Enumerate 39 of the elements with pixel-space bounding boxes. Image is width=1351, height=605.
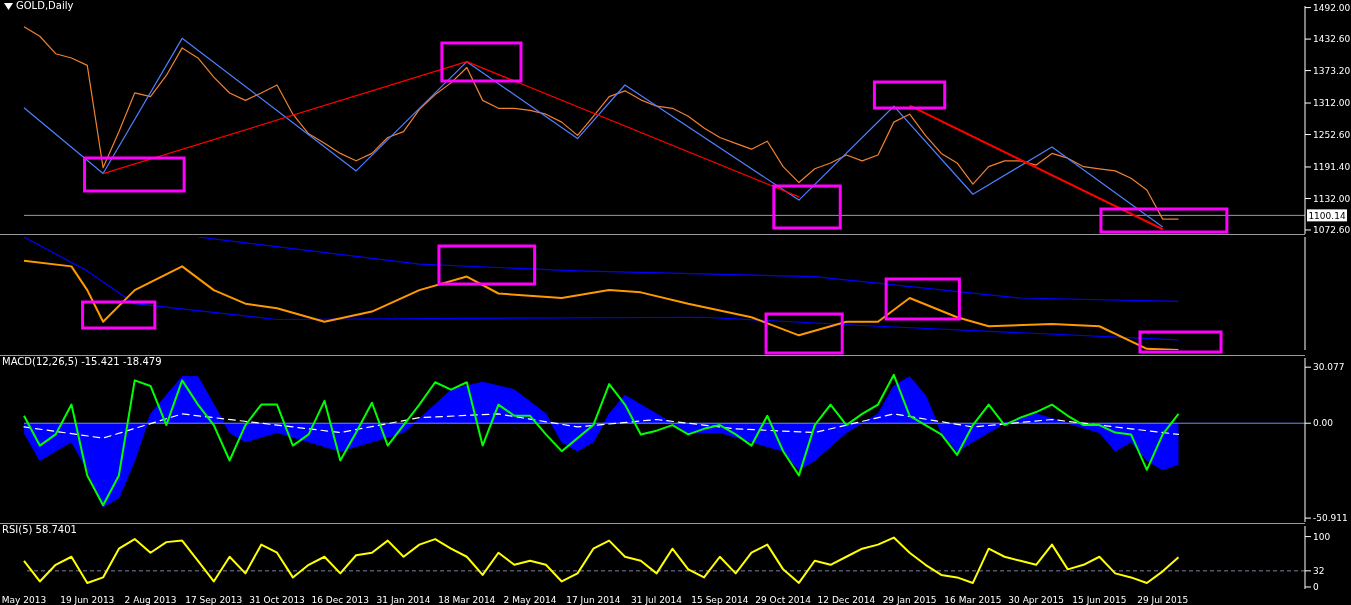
y-tick-label: 1072.60 [1313,225,1351,236]
x-tick-label: 18 Mar 2014 [438,595,496,605]
y-tick-label: 32 [1313,566,1325,577]
ref-line-label: 1100.14 [1308,211,1346,222]
x-tick-label: 31 Jul 2014 [631,595,683,605]
line-series [23,536,1180,584]
y-tick-label: 0 [1313,582,1319,593]
y-tick-label: 1492.00 [1313,2,1351,13]
x-tick-label: 29 Jul 2015 [1137,595,1189,605]
x-tick-label: 17 Sep 2013 [185,595,243,605]
x-tick-label: 16 Mar 2015 [944,595,1002,605]
x-tick-label: 29 Jan 2015 [882,595,937,605]
x-tick-label: 16 Dec 2013 [311,595,370,605]
y-tick-label: 30.077 [1313,362,1345,373]
chart-title: RSI(5) 58.7401 [2,524,77,536]
x-tick-label: 30 Apr 2015 [1008,595,1064,605]
line-series [23,413,1180,439]
y-tick-label: 1191.40 [1313,162,1351,173]
x-tick-label: 12 Dec 2014 [817,595,876,605]
x-tick-label: 31 Oct 2013 [249,595,305,605]
y-tick-label: 1312.00 [1313,98,1351,109]
y-tick-label: 0.00 [1313,418,1334,429]
x-tick-label: 31 Jan 2014 [376,595,431,605]
y-tick-label: 1373.20 [1313,65,1351,76]
x-tick-label: May 2013 [1,595,47,605]
y-tick-label: 1132.00 [1313,193,1351,204]
x-tick-label: 29 Oct 2014 [755,595,812,605]
y-tick-label: 100 [1313,531,1331,542]
chart-title: MACD(12,26,5) -15.421 -18.479 [2,356,162,368]
y-tick-label: 1432.60 [1313,34,1351,45]
x-tick-label: 2 May 2014 [503,595,557,605]
x-tick-label: 2 Aug 2013 [124,595,177,605]
y-tick-label: -50.911 [1313,513,1348,524]
x-tick-label: 19 Jun 2013 [60,595,115,605]
x-tick-label: 17 Jun 2014 [566,595,621,605]
x-tick-label: 15 Jun 2015 [1072,595,1127,605]
chart-title: GOLD,Daily [16,0,74,12]
y-tick-label: 1252.60 [1313,129,1351,140]
x-tick-label: 15 Sep 2014 [691,595,749,605]
